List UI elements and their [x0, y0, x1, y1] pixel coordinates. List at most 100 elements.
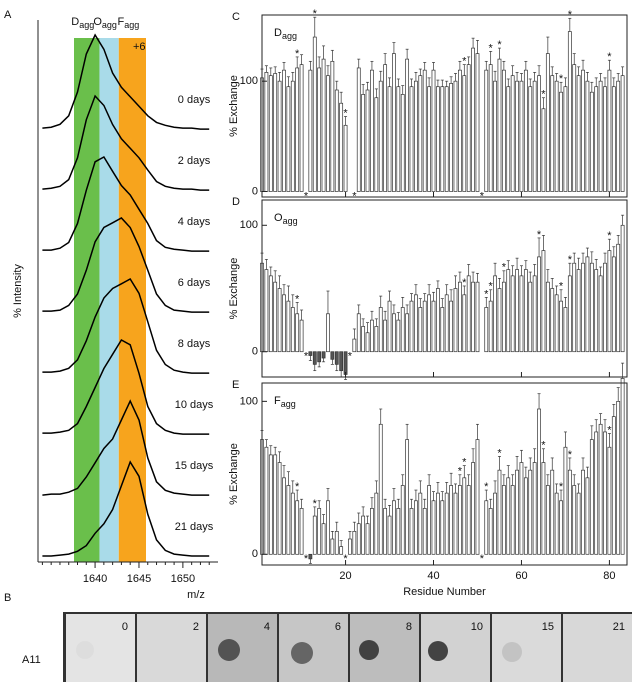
- star: *: [541, 440, 546, 452]
- bar: [554, 294, 559, 353]
- bar: [519, 275, 524, 353]
- bar: [458, 281, 462, 353]
- bar: [585, 477, 590, 555]
- bar: [449, 485, 453, 555]
- bar: [383, 319, 388, 353]
- x-tick-label: 1645: [127, 573, 151, 585]
- bar: [453, 80, 458, 192]
- bar: [277, 80, 282, 192]
- bar: [396, 319, 401, 353]
- bar: [471, 47, 475, 192]
- y-axis-label: % Exchange: [228, 75, 240, 137]
- bar: [290, 307, 295, 353]
- bar: [506, 269, 511, 353]
- bar: [603, 431, 607, 555]
- bar: [545, 485, 550, 555]
- bar: [356, 313, 361, 353]
- bar: [339, 546, 344, 555]
- bar: [515, 269, 519, 353]
- subscript: agg: [102, 20, 117, 30]
- bar: [299, 508, 304, 555]
- bar: [400, 485, 405, 555]
- bar: [321, 58, 326, 192]
- bar: [515, 80, 519, 192]
- spectrum-line: [42, 155, 210, 252]
- bar: [572, 262, 577, 353]
- bar: [330, 538, 335, 555]
- bar: [418, 492, 423, 555]
- bar: [462, 294, 467, 353]
- blot-spot: [218, 639, 240, 661]
- bar: [383, 508, 388, 555]
- bar: [510, 275, 515, 353]
- bar: [405, 439, 410, 555]
- bar: [497, 288, 502, 353]
- bar: [422, 69, 427, 192]
- bar: [352, 531, 357, 555]
- bar: [475, 439, 480, 555]
- star: *: [537, 229, 542, 241]
- bar: [290, 80, 295, 192]
- star: *: [462, 277, 467, 289]
- bar: [493, 80, 497, 192]
- bar: [444, 492, 449, 555]
- spectrum-line: [42, 217, 210, 313]
- bar: [453, 492, 458, 555]
- star: *: [607, 424, 612, 436]
- bar: [343, 124, 348, 192]
- bar: [436, 288, 440, 353]
- lane-label: 0: [122, 621, 128, 633]
- bar: [572, 64, 577, 192]
- star: *: [348, 351, 353, 363]
- bar: [572, 485, 577, 555]
- bar: [519, 80, 524, 192]
- bar: [273, 281, 278, 353]
- star: *: [295, 481, 300, 493]
- y-tick-label: 100: [240, 219, 258, 231]
- star: *: [559, 73, 564, 85]
- bar: [414, 294, 418, 353]
- lane-label: 10: [471, 621, 483, 633]
- bar: [541, 462, 546, 555]
- bar: [348, 538, 352, 555]
- bar: [409, 300, 414, 353]
- bar: [343, 351, 348, 375]
- bar: [554, 492, 559, 555]
- bar: [321, 351, 326, 359]
- bar: [616, 80, 621, 192]
- bar: [440, 307, 445, 353]
- subscript: agg: [283, 216, 298, 226]
- bar: [374, 492, 379, 555]
- bar: [282, 477, 286, 555]
- bar: [581, 69, 585, 192]
- y-tick-label: 100: [240, 395, 258, 407]
- region-band: [74, 38, 100, 562]
- subscript: agg: [79, 20, 94, 30]
- spectrum-line: [42, 94, 210, 191]
- lane-label: 21: [613, 621, 625, 633]
- bar: [585, 80, 590, 192]
- bar: [308, 69, 313, 192]
- bar: [431, 500, 436, 555]
- star: *: [484, 288, 489, 300]
- bar: [528, 469, 533, 555]
- bar: [365, 523, 370, 555]
- bar: [528, 86, 533, 192]
- star: *: [559, 281, 564, 293]
- bar: [365, 332, 370, 353]
- region-label: Oagg: [93, 16, 117, 30]
- bar: [299, 319, 304, 353]
- bar: [396, 86, 401, 192]
- bar: [339, 102, 344, 192]
- panel-label: Dagg: [274, 27, 297, 41]
- star: *: [480, 190, 485, 202]
- bar: [501, 485, 506, 555]
- bar: [370, 319, 374, 353]
- panel-letter: E: [232, 379, 239, 391]
- star: *: [313, 8, 318, 20]
- bar: [299, 64, 304, 192]
- series-label: 8 days: [178, 338, 211, 350]
- spectrum-line: [42, 460, 210, 557]
- bar: [453, 288, 458, 353]
- y-tick-label: 100: [240, 75, 258, 87]
